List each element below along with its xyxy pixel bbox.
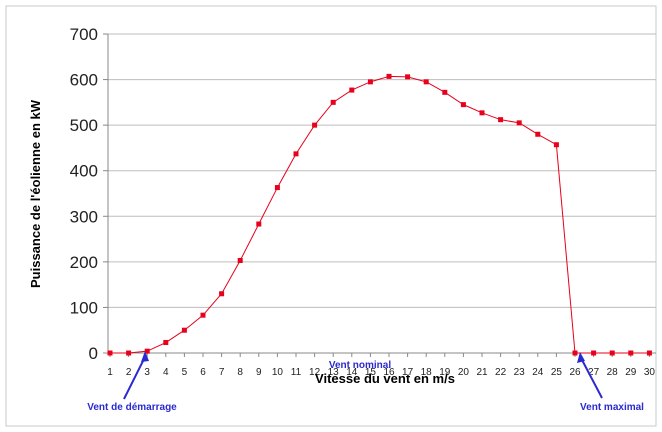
x-tick-label: 7 <box>219 367 225 378</box>
gridlines <box>108 33 656 308</box>
y-tick-label: 500 <box>70 116 98 135</box>
data-point-9 <box>256 221 262 227</box>
x-tick-label: 18 <box>421 367 433 378</box>
x-axis-title: Vitesse du vent en m/s <box>315 371 455 386</box>
x-tick-label: 16 <box>383 367 395 378</box>
y-tick-label: 300 <box>70 207 98 226</box>
data-point-20 <box>460 102 466 108</box>
arrow-demarrage-line <box>123 356 146 400</box>
data-point-10 <box>274 185 280 191</box>
x-tick-label: 30 <box>644 367 656 378</box>
x-tick-label: 27 <box>588 367 600 378</box>
arrow-demarrage-head <box>141 351 149 362</box>
y-tick-label: 200 <box>70 253 98 272</box>
arrow-maximal-head <box>577 352 585 363</box>
y-axis-title: Puissance de l'éolienne en kW <box>28 99 43 288</box>
x-tick-label: 6 <box>200 367 206 378</box>
data-point-23 <box>516 120 522 126</box>
series-line <box>110 75 650 354</box>
y-tick-labels: 0 100 200 300 400 500 600 700 <box>70 25 108 363</box>
x-tick-label: 17 <box>402 367 414 378</box>
data-point-27 <box>591 350 597 356</box>
data-point-2 <box>126 350 132 356</box>
y-tick-label: 700 <box>70 25 98 44</box>
data-point-28 <box>609 350 615 356</box>
x-tick-labels: 1 2 3 4 5 6 7 8 9 10 11 12 13 14 15 16 17 18 19 20 21 22 23 24 2… <box>107 353 655 378</box>
x-tick-label: 28 <box>607 367 619 378</box>
data-point-19 <box>442 89 448 95</box>
annotation-vent-nominal: Vent nominal <box>329 360 391 371</box>
y-tick-label: 100 <box>70 298 98 317</box>
x-tick-label: 29 <box>625 367 637 378</box>
data-point-3 <box>144 348 150 354</box>
data-point-8 <box>237 257 243 263</box>
data-point-25 <box>553 142 559 148</box>
x-tick-label: 21 <box>476 367 488 378</box>
x-tick-label: 26 <box>569 367 581 378</box>
data-point-1 <box>107 350 113 356</box>
x-tick-label: 1 <box>107 367 113 378</box>
data-point-4 <box>163 340 169 346</box>
x-tick-label: 19 <box>439 367 451 378</box>
x-tick-label: 25 <box>551 367 563 378</box>
x-tick-label: 23 <box>514 367 526 378</box>
data-point-13 <box>330 99 336 105</box>
data-point-17 <box>405 74 411 80</box>
y-tick-label: 600 <box>70 71 98 90</box>
data-point-24 <box>535 131 541 137</box>
data-point-15 <box>367 79 373 85</box>
x-tick-label: 3 <box>144 367 150 378</box>
data-point-6 <box>200 312 206 318</box>
arrow-maximal-line <box>580 357 603 399</box>
x-tick-label: 11 <box>291 367 302 378</box>
data-point-21 <box>479 110 485 116</box>
annotation-vent-maximal: Vent maximal <box>580 402 644 413</box>
data-point-11 <box>293 151 299 157</box>
x-tick-label: 14 <box>346 367 358 378</box>
y-tick-label: 0 <box>89 344 98 363</box>
x-tick-label: 8 <box>237 367 243 378</box>
x-tick-label: 9 <box>256 367 262 378</box>
series-layer <box>107 73 652 356</box>
annotation-vent-demarrage: Vent de démarrage <box>87 402 177 413</box>
data-point-26 <box>572 350 578 356</box>
data-point-7 <box>219 291 225 297</box>
x-tick-label: 10 <box>272 367 284 378</box>
data-point-30 <box>646 350 652 356</box>
data-point-5 <box>181 327 187 333</box>
data-point-22 <box>498 117 504 123</box>
data-point-14 <box>349 87 355 93</box>
x-tick-label: 15 <box>365 367 377 378</box>
data-point-12 <box>312 122 318 128</box>
x-tick-label: 24 <box>532 367 544 378</box>
x-tick-label: 12 <box>309 367 321 378</box>
data-point-16 <box>386 73 392 79</box>
x-tick-label: 2 <box>126 367 132 378</box>
data-point-18 <box>423 79 429 85</box>
y-tick-label: 400 <box>70 162 98 181</box>
x-tick-label: 13 <box>328 367 340 378</box>
x-tick-label: 20 <box>458 367 470 378</box>
data-point-29 <box>628 350 634 356</box>
x-tick-label: 4 <box>163 367 169 378</box>
x-tick-label: 5 <box>182 367 188 378</box>
x-tick-label: 22 <box>495 367 507 378</box>
